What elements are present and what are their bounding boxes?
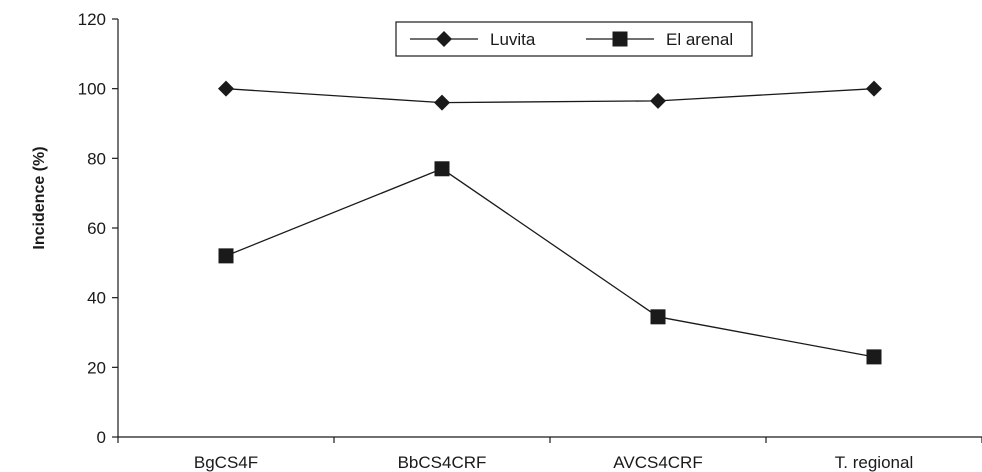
y-tick-label-20: 20	[87, 358, 106, 377]
series-line-luvita	[225, 88, 875, 104]
legend-label-el-arenal: El arenal	[666, 30, 733, 49]
axes	[112, 18, 982, 443]
y-tick-label-100: 100	[78, 80, 106, 99]
point-luvita-4	[866, 80, 882, 97]
legend-marker-luvita	[436, 31, 452, 47]
x-tick-label-1: BgCS4F	[194, 453, 258, 472]
x-tick-label-4: T. regional	[835, 453, 913, 472]
point-el-arenal-4	[866, 349, 882, 365]
point-el-arenal-1	[218, 248, 234, 264]
y-axis-label: Incidence (%)	[31, 146, 48, 249]
x-tick-label-2: BbCS4CRF	[398, 453, 487, 472]
series-line-el-arenal	[225, 168, 875, 358]
point-luvita-3	[650, 92, 666, 109]
legend: Luvita El arenal	[395, 21, 753, 57]
y-tick-label-80: 80	[87, 149, 106, 168]
y-tick-label-120: 120	[78, 10, 106, 29]
y-tick-label-60: 60	[87, 219, 106, 238]
legend-label-luvita: Luvita	[490, 30, 536, 49]
series-markers	[218, 80, 882, 365]
series-lines	[225, 88, 875, 358]
y-tick-labels: 0 20 40 60 80 100 120	[78, 10, 106, 447]
x-tick-label-3: AVCS4CRF	[613, 453, 702, 472]
legend-marker-el-arenal	[612, 31, 628, 47]
point-el-arenal-3	[650, 309, 666, 325]
point-luvita-2	[434, 94, 450, 111]
x-tick-labels: BgCS4F BbCS4CRF AVCS4CRF T. regional	[194, 453, 913, 472]
point-el-arenal-2	[434, 161, 450, 177]
y-tick-label-40: 40	[87, 289, 106, 308]
y-tick-label-0: 0	[97, 428, 106, 447]
point-luvita-1	[218, 80, 234, 97]
